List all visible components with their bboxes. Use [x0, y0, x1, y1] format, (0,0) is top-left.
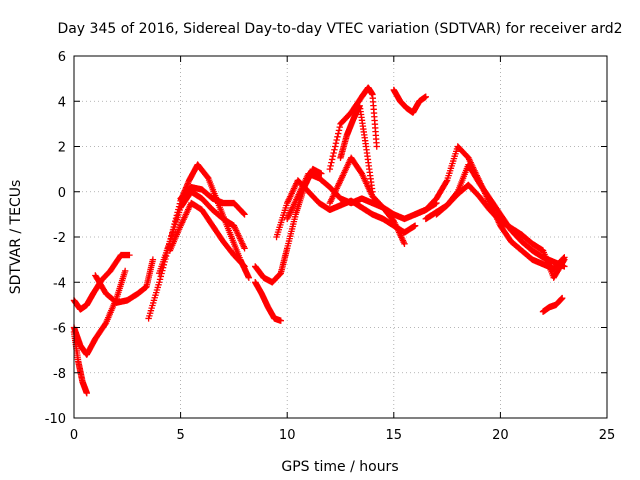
- y-tick-label: -10: [45, 412, 66, 427]
- series-track-n: [337, 102, 376, 195]
- series-track-o: [326, 154, 408, 247]
- axis-ticks: [73, 55, 608, 419]
- data-point-markers: [92, 256, 157, 306]
- series-track-d: [92, 256, 157, 306]
- y-tick-label: 2: [58, 141, 66, 156]
- series-track-p: [390, 86, 429, 116]
- data-point-markers: [166, 199, 248, 270]
- y-tick-label: 0: [58, 186, 66, 201]
- tick-labels: 0 5 10 15 20 25 -10 -8 -6 -4 -2 0 2 4 6: [45, 50, 616, 443]
- series-track-j: [252, 165, 325, 286]
- data-point-markers: [337, 102, 376, 195]
- series-track-i: [252, 279, 285, 324]
- y-tick-label: -6: [53, 322, 66, 337]
- data-point-markers: [177, 184, 248, 218]
- y-tick-label: -4: [53, 276, 66, 291]
- series-track-t: [539, 294, 566, 315]
- x-axis-title: GPS time / hours: [281, 459, 398, 475]
- x-tick-label: 0: [70, 428, 78, 443]
- x-tick-label: 15: [386, 428, 403, 443]
- series-track-s: [433, 181, 568, 281]
- data-point-markers: [390, 86, 429, 116]
- data-point-markers: [433, 181, 568, 281]
- chart-title: Day 345 of 2016, Sidereal Day-to-day VTE…: [57, 21, 622, 37]
- data-points: [70, 84, 568, 397]
- data-point-markers: [326, 84, 380, 173]
- series-track-m: [326, 84, 380, 173]
- data-point-markers: [252, 279, 285, 324]
- data-point-markers: [156, 188, 248, 277]
- series-track-g: [166, 199, 248, 270]
- x-tick-label: 25: [599, 428, 616, 443]
- y-tick-label: -8: [53, 367, 66, 382]
- x-tick-label: 10: [279, 428, 296, 443]
- x-tick-label: 20: [492, 428, 509, 443]
- series-track-f: [156, 188, 248, 277]
- y-tick-label: 4: [58, 95, 66, 110]
- data-point-markers: [326, 154, 408, 247]
- y-tick-label: -2: [53, 231, 66, 246]
- data-point-markers: [252, 165, 325, 286]
- data-point-markers: [145, 161, 253, 322]
- series-track-e: [145, 161, 253, 322]
- series-track-h: [177, 184, 248, 218]
- y-axis-title: SDTVAR / TECUs: [8, 180, 24, 295]
- data-point-markers: [539, 294, 566, 315]
- y-tick-label: 6: [58, 50, 66, 65]
- x-tick-label: 5: [176, 428, 184, 443]
